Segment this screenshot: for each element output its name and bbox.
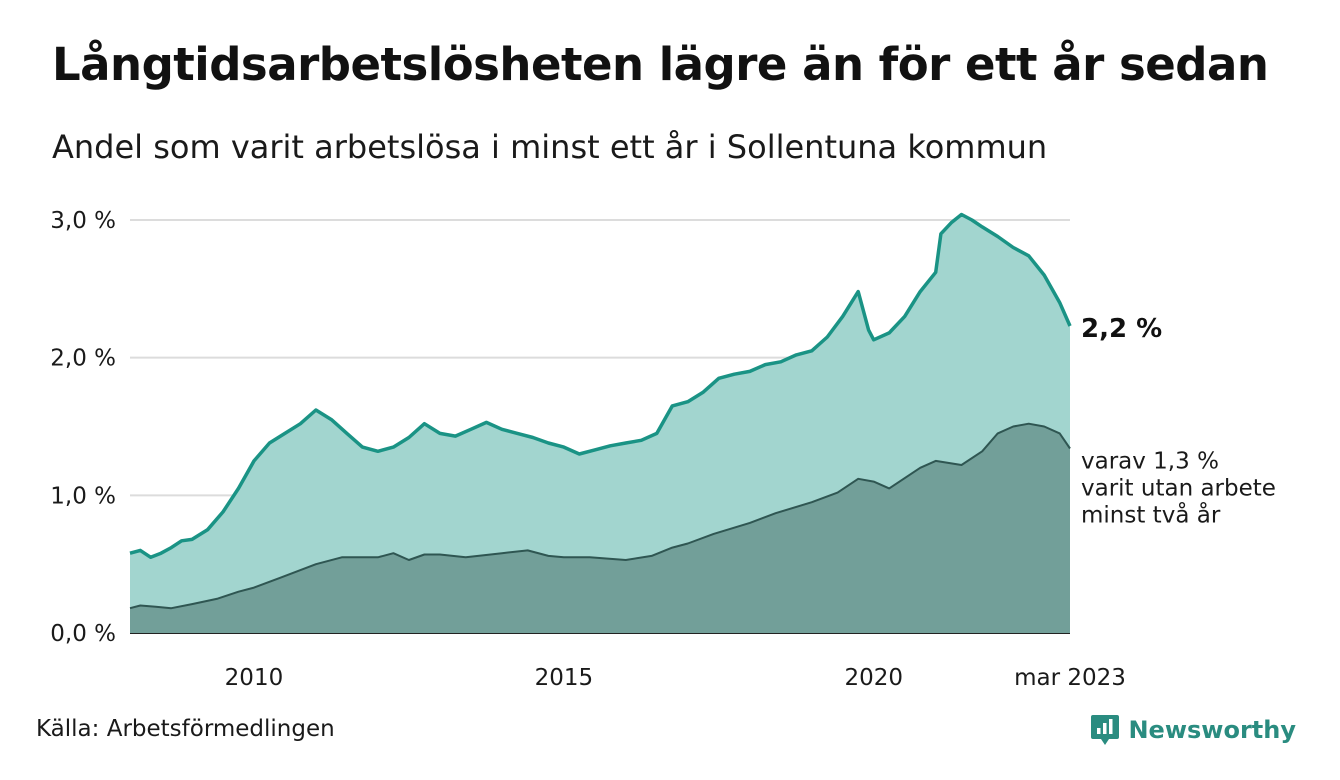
y-tick-label: 2,0 % — [50, 346, 116, 372]
line-total — [129, 212, 1072, 560]
chart-title: Långtidsarbetslösheten lägre än för ett … — [52, 38, 1269, 91]
x-axis: 2010 2015 2020 mar 2023 — [225, 665, 1126, 691]
chart-areas — [129, 212, 1072, 633]
y-tick-label: 0,0 % — [50, 621, 116, 647]
chart-subtitle: Andel som varit arbetslösa i minst ett å… — [52, 128, 1048, 166]
line-two_years — [129, 422, 1071, 610]
end-label-two-years: minst två år — [1081, 501, 1221, 529]
newsworthy-logo-icon — [1091, 715, 1120, 745]
y-tick-label: 1,0 % — [50, 483, 116, 509]
end-label-total: 2,2 % — [1081, 314, 1162, 344]
brand-logo[interactable]: Newsworthy — [1090, 713, 1296, 747]
x-tick-label: 2015 — [535, 665, 594, 691]
brand-name: Newsworthy — [1128, 716, 1296, 744]
source-note: Källa: Arbetsförmedlingen — [36, 716, 335, 742]
x-tick-label: 2010 — [225, 665, 284, 691]
area-chart: 0,0 % 1,0 % 2,0 % 3,0 % 2010 2015 2020 mar 202… — [50, 208, 1276, 691]
y-tick-label: 3,0 % — [50, 208, 116, 234]
x-tick-label: mar 2023 — [1014, 665, 1126, 691]
area-two_years — [130, 423, 1070, 633]
end-label-two-years: varit utan arbete — [1081, 476, 1276, 502]
end-label-two-years: varav 1,3 % — [1081, 449, 1219, 475]
y-axis: 0,0 % 1,0 % 2,0 % 3,0 % — [50, 208, 116, 647]
x-tick-label: 2020 — [844, 665, 903, 691]
